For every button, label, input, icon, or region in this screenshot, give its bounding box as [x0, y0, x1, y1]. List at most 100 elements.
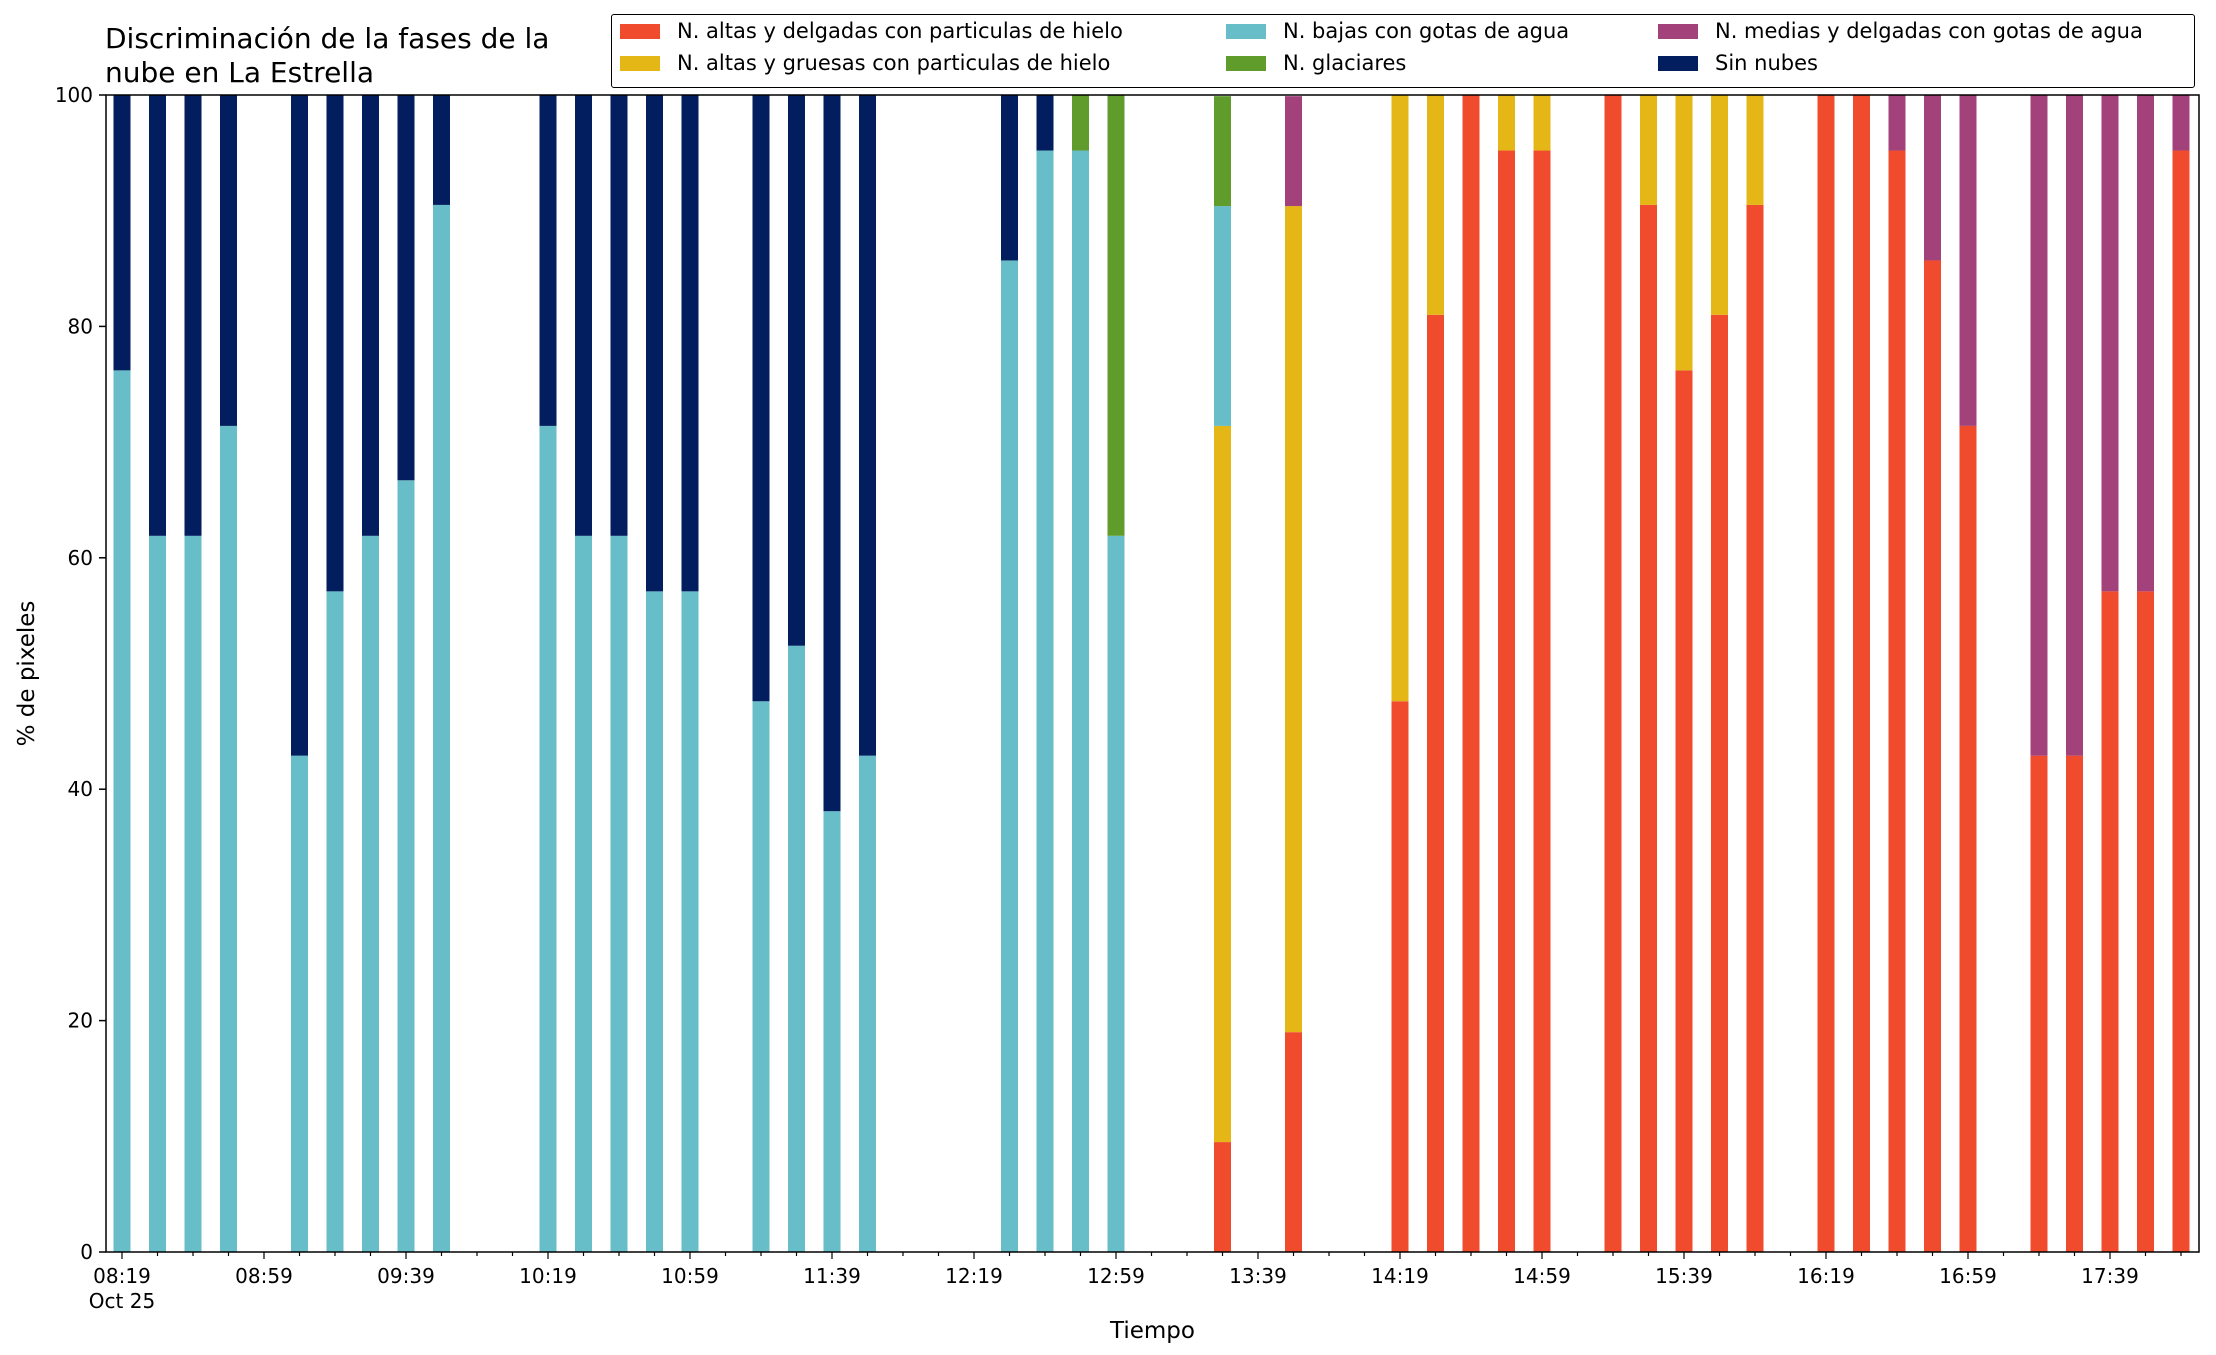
chart-title: Discriminación de la fases de la nube en… [105, 22, 549, 90]
bar-segment-1649-s4 [1924, 95, 1941, 261]
bar-segment-1539-s0 [1675, 370, 1693, 1253]
x-tick-label-1139: 11:39 [803, 1264, 861, 1288]
bar-segment-1559-s0 [1746, 204, 1764, 1252]
bar-segment-1329-s3 [1214, 96, 1231, 207]
bar-segment-1229-s2 [1001, 260, 1018, 1252]
x-tick-label-1059: 10:59 [661, 1264, 719, 1288]
bar-segment-1659-s0 [1959, 425, 1977, 1253]
x-tick-label-1539: 15:39 [1655, 1264, 1713, 1288]
bar-segment-1129-s5 [788, 95, 805, 646]
bar-segment-1029-s5 [575, 95, 592, 536]
legend-label: N. medias y delgadas con gotas de agua [1715, 19, 2143, 43]
bar-segment-1529-s0 [1640, 204, 1657, 1252]
bar-segment-1739-s0 [2101, 591, 2119, 1252]
bar-segment-1329-s1 [1214, 425, 1231, 1143]
legend-swatch [1658, 55, 1698, 71]
bar-segment-1419-s1 [1391, 95, 1409, 702]
legend-swatch [1226, 23, 1266, 39]
x-tick-label-1259: 12:59 [1087, 1264, 1145, 1288]
bar-segment-0909-s5 [291, 95, 308, 756]
bar-segment-1559-s1 [1746, 95, 1764, 205]
bar-segment-1129-s2 [788, 645, 805, 1252]
y-tick-label-0: 0 [80, 1240, 93, 1264]
bar-segment-0939-s5 [397, 95, 415, 481]
legend-item-3: N. glaciares [1226, 51, 1406, 75]
bar-segment-1449-s1 [1498, 95, 1515, 151]
x-axis-label: Tiempo [1109, 1318, 1195, 1344]
y-tick-label-100: 100 [55, 83, 93, 107]
bar-segment-1249-s3 [1072, 95, 1089, 151]
bar-segment-1459-s1 [1533, 95, 1551, 151]
legend-swatch [1658, 23, 1698, 39]
bar-segment-1719-s0 [2030, 755, 2048, 1252]
bar-segment-0839-s5 [184, 95, 202, 536]
bar-segment-0829-s2 [149, 535, 166, 1252]
bar-segment-1329-s0 [1214, 1142, 1231, 1252]
bar-segment-0819-s2 [113, 370, 131, 1253]
chart-title-line-1: Discriminación de la fases de la [105, 22, 550, 55]
bar-segment-1249-s2 [1072, 150, 1089, 1252]
bar-segment-1549-s1 [1711, 95, 1728, 315]
x-tick-label-1339: 13:39 [1229, 1264, 1287, 1288]
bar-segment-1149-s5 [859, 95, 876, 756]
legend-item-5: Sin nubes [1658, 51, 1818, 75]
legend-label: N. bajas con gotas de agua [1283, 19, 1570, 43]
legend-swatch [1226, 55, 1266, 71]
bar-segment-1239-s2 [1036, 150, 1054, 1252]
bar-segment-1259-s2 [1107, 535, 1125, 1252]
bar-segment-0929-s2 [362, 535, 379, 1252]
bar-segment-1729-s4 [2066, 95, 2083, 756]
legend-swatch [620, 55, 660, 71]
legend-item-4: N. medias y delgadas con gotas de agua [1658, 19, 2143, 43]
bar-segment-0949-s5 [433, 95, 450, 205]
plot-frame [105, 94, 2200, 1253]
y-axis: 0 20 40 60 80 100 [55, 83, 106, 1264]
bar-segment-1519-s0 [1604, 95, 1622, 1252]
bar-segment-1059-s2 [681, 591, 699, 1252]
legend-label: Sin nubes [1715, 51, 1818, 75]
bar-segment-0909-s2 [291, 755, 308, 1252]
bar-segment-0849-s2 [220, 425, 237, 1253]
legend-swatch [620, 23, 660, 39]
bar-segment-1419-s0 [1391, 701, 1409, 1252]
bar-segment-1439-s0 [1462, 95, 1480, 1252]
bar-segment-1149-s2 [859, 755, 876, 1252]
bar-segment-1639-s4 [1888, 95, 1906, 151]
x-tick-label-1659: 16:59 [1939, 1264, 1997, 1288]
bar-segment-1049-s2 [646, 591, 663, 1252]
bar-segment-1659-s4 [1959, 95, 1977, 426]
x-tick-label-1739: 17:39 [2081, 1264, 2139, 1288]
bar-segment-1429-s1 [1427, 95, 1444, 315]
y-tick-label-40: 40 [68, 777, 93, 801]
bar-segment-1529-s1 [1640, 95, 1657, 205]
x-tick-label-1019: 10:19 [519, 1264, 577, 1288]
legend-item-0: N. altas y delgadas con particulas de hi… [620, 19, 1123, 43]
legend-item-2: N. bajas con gotas de agua [1226, 19, 1569, 43]
bar-segment-1739-s4 [2101, 95, 2119, 592]
bar-segment-1759-s4 [2172, 95, 2190, 151]
bar-segment-1549-s0 [1711, 314, 1728, 1253]
y-tick-label-20: 20 [68, 1009, 93, 1033]
x-tick-sublabel: Oct 25 [89, 1289, 155, 1313]
bar-segment-1429-s0 [1427, 314, 1444, 1253]
bar-segment-1349-s4 [1285, 96, 1302, 207]
bar-segment-0949-s2 [433, 204, 450, 1252]
bar-segment-1749-s0 [2137, 591, 2154, 1252]
bar-segment-1639-s0 [1888, 150, 1906, 1252]
bar-segment-1139-s5 [823, 95, 841, 812]
bar-segment-1019-s2 [539, 425, 557, 1253]
bar-segment-1329-s2 [1214, 206, 1231, 426]
legend-item-1: N. altas y gruesas con particulas de hie… [620, 51, 1110, 75]
bar-segment-1539-s1 [1675, 95, 1693, 371]
x-axis: 08:19 08:59 09:39 10:19 10:59 11:39 12:19 12:59… [89, 1252, 2182, 1313]
bar-segment-1239-s5 [1036, 95, 1054, 151]
bar-segment-1459-s0 [1533, 150, 1551, 1252]
x-tick-label-1219: 12:19 [945, 1264, 1003, 1288]
x-tick-label-1619: 16:19 [1797, 1264, 1855, 1288]
bar-segment-1119-s5 [752, 95, 770, 702]
y-tick-label-80: 80 [68, 314, 93, 338]
x-tick-label-0859: 08:59 [235, 1264, 293, 1288]
bar-segment-1259-s3 [1107, 95, 1125, 536]
x-tick-label-1419: 14:19 [1371, 1264, 1429, 1288]
